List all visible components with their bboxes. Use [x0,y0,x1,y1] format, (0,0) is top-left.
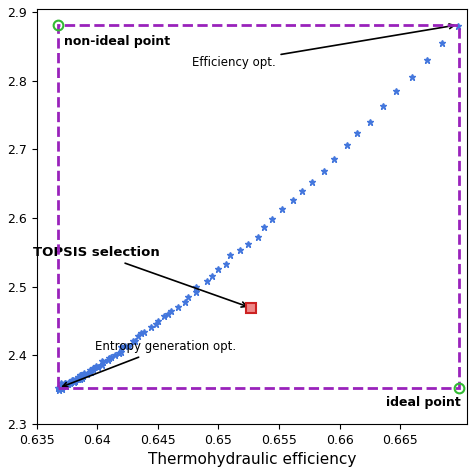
Text: TOPSIS selection: TOPSIS selection [33,246,247,307]
Text: ideal point: ideal point [386,396,461,410]
X-axis label: Thermohydraulic efficiency: Thermohydraulic efficiency [147,452,356,467]
Text: Entropy generation opt.: Entropy generation opt. [63,340,236,387]
Text: non-ideal point: non-ideal point [64,35,171,48]
Text: Efficiency opt.: Efficiency opt. [192,24,454,69]
